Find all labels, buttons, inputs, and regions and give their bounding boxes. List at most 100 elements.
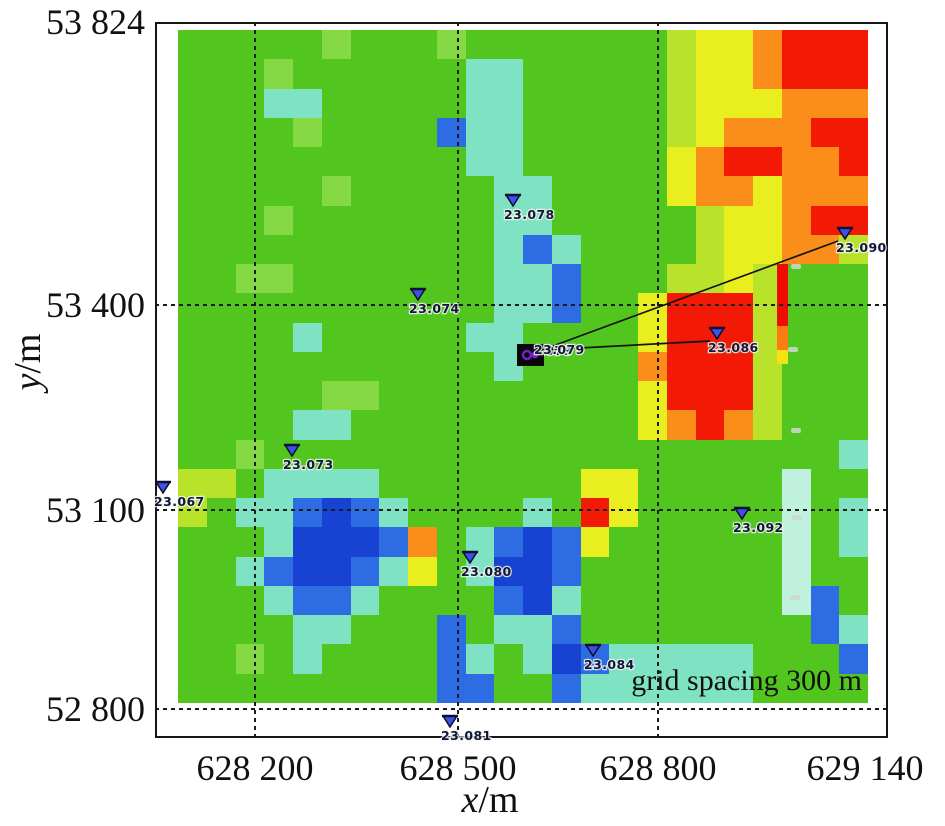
heatmap-cell [436, 264, 466, 294]
heatmap-cell [379, 410, 408, 440]
heatmap-cell [523, 59, 552, 89]
heatmap-cell [638, 615, 667, 645]
heatmap-cell [293, 468, 322, 499]
heatmap-cell [293, 673, 322, 703]
heatmap-cell [839, 30, 868, 60]
heatmap-cell [810, 293, 840, 323]
heatmap-cell [839, 234, 868, 265]
heatmap-cell [235, 439, 265, 469]
heatmap-cell [781, 468, 811, 499]
heatmap-cell [321, 264, 351, 294]
heatmap-cell [551, 59, 581, 89]
heatmap-cell [206, 59, 236, 89]
heatmap-cell [293, 615, 322, 645]
heatmap-cell [580, 59, 610, 89]
heatmap-cell [580, 468, 610, 499]
heatmap-cell [523, 205, 552, 235]
heatmap-cell [379, 468, 408, 499]
heatmap-cell [810, 527, 840, 557]
heatmap-cell [609, 293, 638, 323]
heatmap-cell [206, 410, 236, 440]
heatmap-cell [666, 585, 696, 616]
heatmap-cell [724, 322, 753, 352]
heatmap-cell [810, 117, 840, 148]
heatmap-cell [724, 527, 753, 557]
heatmap-cell [206, 439, 236, 469]
heatmap-cell [724, 498, 753, 528]
heatmap-cell [350, 585, 380, 616]
heatmap-cell [321, 176, 351, 206]
heatmap-cell [551, 615, 581, 645]
heatmap-cell [839, 410, 868, 440]
heatmap-cell [408, 381, 437, 411]
heatmap-cell [350, 59, 380, 89]
heatmap-cell [321, 498, 351, 528]
heatmap-cell [839, 117, 868, 148]
heatmap-cell [494, 673, 523, 703]
heatmap-cell [695, 30, 725, 60]
heatmap-cell [235, 147, 265, 177]
heatmap-cell [408, 234, 437, 265]
heatmap-cell [695, 264, 725, 294]
heatmap-cell [839, 205, 868, 235]
heatmap-cell [264, 410, 293, 440]
heatmap-cell [695, 176, 725, 206]
heatmap-cell [810, 147, 840, 177]
heatmap-cell [379, 264, 408, 294]
heatmap-cell [494, 556, 523, 586]
heatmap-cell [206, 205, 236, 235]
heatmap-cell [724, 381, 753, 411]
hot-anomaly-streak [777, 264, 788, 364]
heatmap-cell [465, 381, 495, 411]
heatmap-cell [753, 585, 782, 616]
heatmap-cell [810, 176, 840, 206]
heatmap-cell [465, 205, 495, 235]
heatmap-cell [206, 322, 236, 352]
heatmap-cell [551, 556, 581, 586]
heatmap-cell [609, 234, 638, 265]
grid-line-vertical [657, 22, 659, 738]
heatmap-cell [810, 615, 840, 645]
heatmap-cell [408, 264, 437, 294]
heatmap-cell [753, 205, 782, 235]
x-tick-label: 629 140 [806, 748, 924, 788]
heatmap-cell [551, 147, 581, 177]
heatmap-cell [465, 351, 495, 382]
heatmap-cell [264, 30, 293, 60]
heatmap-cell [408, 468, 437, 499]
heatmap-cell [494, 88, 523, 118]
x-axis-label-var: x [461, 779, 479, 821]
heatmap-cell [465, 322, 495, 352]
heatmap-cell [638, 498, 667, 528]
y-tick-label: 53 100 [46, 490, 145, 530]
heatmap-cell [753, 59, 782, 89]
heatmap-cell [350, 176, 380, 206]
heatmap-cell [206, 615, 236, 645]
heatmap-cell [436, 556, 466, 586]
heatmap-cell [551, 322, 581, 352]
heatmap-cell [350, 556, 380, 586]
heatmap-cell [638, 88, 667, 118]
faint-mark [791, 428, 801, 433]
heatmap-cell [609, 88, 638, 118]
heatmap-cell [408, 322, 437, 352]
heatmap-cell [609, 439, 638, 469]
heatmap-cell [465, 117, 495, 148]
heatmap-cell [350, 468, 380, 499]
heatmap-cell [810, 468, 840, 499]
heatmap-cell [465, 615, 495, 645]
heatmap-cell [408, 410, 437, 440]
heatmap-cell [666, 615, 696, 645]
heatmap-cell [753, 498, 782, 528]
heatmap-cell [580, 615, 610, 645]
heatmap-cell [523, 585, 552, 616]
heatmap-cell [350, 498, 380, 528]
heatmap-cell [580, 673, 610, 703]
heatmap-cell [753, 88, 782, 118]
heatmap-cell [264, 556, 293, 586]
heatmap-cell [781, 556, 811, 586]
heatmap-cell [724, 556, 753, 586]
heatmap-cell [235, 381, 265, 411]
heatmap-cell [465, 410, 495, 440]
